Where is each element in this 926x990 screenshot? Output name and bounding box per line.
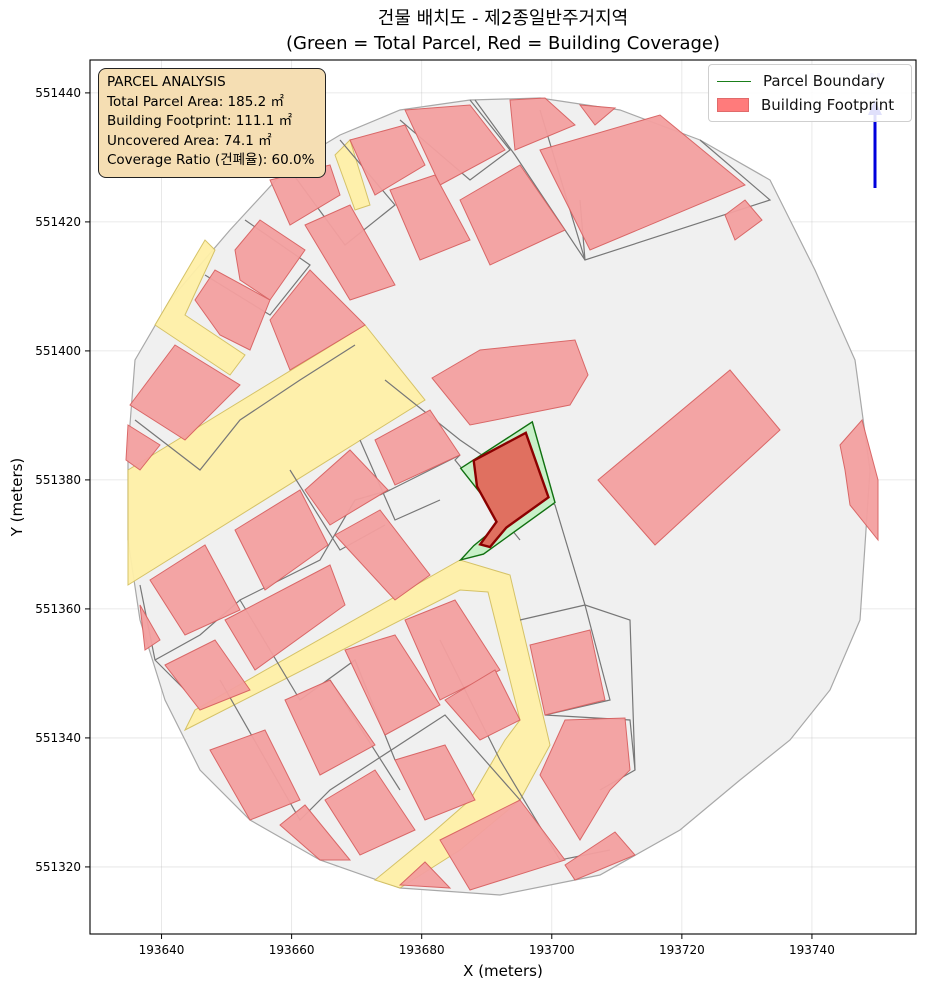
- neighbor-building: [404, 104, 506, 186]
- plot-area: 193640 193660 193680 193700 193720 193740 5513…: [35, 59, 917, 957]
- parcel-analysis-box: PARCEL ANALYSIS Total Parcel Area: 185.2…: [98, 68, 326, 178]
- neighbor-building: [269, 269, 366, 371]
- neighbor-building: [724, 199, 763, 241]
- info-heading: PARCEL ANALYSIS: [107, 74, 226, 90]
- neighbor-building: [389, 174, 471, 261]
- neighbor-building: [394, 744, 476, 821]
- neighbor-building: [439, 799, 566, 891]
- neighbor-building: [431, 339, 589, 426]
- x-axis-label: X (meters): [463, 962, 543, 980]
- neighbor-building: [304, 449, 389, 526]
- neighbor-building: [164, 639, 251, 711]
- y-tick-label: 551320: [35, 860, 81, 874]
- info-total-parcel-area: Total Parcel Area: 185.2 ㎡: [107, 93, 284, 110]
- target-building-footprint: [472, 431, 550, 549]
- neighbor-building: [224, 564, 346, 671]
- neighbor-building: [279, 804, 352, 861]
- neighbor-building: [304, 204, 396, 301]
- legend-item-building-footprint: Building Footprint: [717, 93, 903, 117]
- neighbor-building: [129, 344, 241, 441]
- legend: Parcel Boundary Building Footprint: [708, 64, 912, 122]
- x-tick-label: 193740: [789, 943, 835, 957]
- neighbor-building: [404, 599, 501, 701]
- neighbor-building: [209, 729, 301, 821]
- y-axis-label: Y (meters): [8, 458, 26, 538]
- neighbor-building: [149, 544, 241, 636]
- neighbor-building: [139, 604, 161, 651]
- neighbor-buildings: [125, 97, 879, 891]
- y-tick-label: 551400: [35, 344, 81, 358]
- y-tick-label: 551440: [35, 86, 81, 100]
- legend-item-parcel-boundary: Parcel Boundary: [717, 69, 903, 93]
- neighbor-building: [334, 509, 431, 601]
- neighbor-building: [529, 629, 606, 716]
- x-tick-label: 193700: [529, 943, 575, 957]
- y-tick-label: 551380: [35, 473, 81, 487]
- neighbor-building: [539, 717, 631, 841]
- neighbor-building: [284, 679, 376, 776]
- x-tick-label: 193640: [139, 943, 185, 957]
- x-tick-label: 193680: [399, 943, 445, 957]
- y-tick-label: 551360: [35, 602, 81, 616]
- building-footprint-swatch: [717, 98, 749, 112]
- chart-title-line-1: 건물 배치도 - 제2종일반주거지역: [378, 8, 628, 29]
- legend-label-building-footprint: Building Footprint: [761, 96, 895, 114]
- x-tick-label: 193720: [659, 943, 705, 957]
- neighbor-building: [125, 424, 161, 471]
- neighbor-building: [578, 104, 617, 126]
- y-tick-label: 551340: [35, 731, 81, 745]
- neighbor-building: [344, 634, 441, 736]
- legend-label-parcel-boundary: Parcel Boundary: [763, 72, 886, 90]
- neighbor-building: [324, 769, 416, 856]
- info-building-footprint: Building Footprint: 111.1 ㎡: [107, 113, 293, 129]
- neighbor-building: [194, 269, 271, 351]
- axis-ticks: 193640 193660 193680 193700 193720 193740 5513…: [35, 86, 835, 957]
- neighbor-building: [444, 669, 521, 741]
- neighbor-building: [509, 97, 576, 151]
- road-network: [127, 139, 551, 889]
- neighbor-building: [459, 164, 566, 266]
- x-tick-label: 193660: [269, 943, 315, 957]
- neighbor-building: [597, 369, 781, 546]
- info-uncovered-area: Uncovered Area: 74.1 ㎡: [107, 132, 272, 149]
- neighbor-building: [564, 831, 636, 881]
- neighbor-building: [539, 114, 746, 251]
- neighbor-building: [398, 861, 452, 889]
- parcel-boundary-swatch: [717, 80, 751, 82]
- chart-title-line-2: (Green = Total Parcel, Red = Building Co…: [286, 33, 720, 54]
- target-parcel-group: [458, 420, 556, 562]
- y-tick-label: 551420: [35, 215, 81, 229]
- neighbor-building: [349, 124, 426, 196]
- neighbor-building: [234, 219, 306, 301]
- info-coverage-ratio: Coverage Ratio (건폐율): 60.0%: [107, 152, 315, 168]
- neighbor-building: [839, 418, 879, 542]
- neighbor-building: [374, 409, 461, 486]
- neighbor-building: [234, 489, 329, 591]
